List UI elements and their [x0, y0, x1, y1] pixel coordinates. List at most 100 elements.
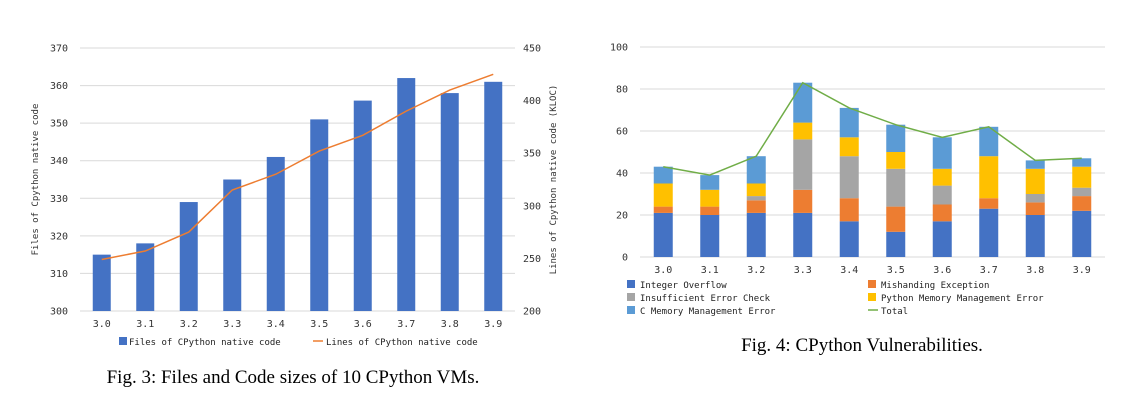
- x-tick-label: 3.4: [840, 265, 858, 276]
- stack-segment: [793, 212, 813, 257]
- files-bar: [266, 156, 285, 311]
- y-tick-label: 300: [50, 307, 68, 318]
- stack-segment: [1025, 194, 1045, 203]
- x-tick-label: 3.7: [980, 265, 998, 276]
- stack-segment: [746, 156, 766, 184]
- files-bar: [353, 100, 372, 311]
- x-tick-label: 3.1: [136, 319, 154, 330]
- x-tick-label: 3.6: [933, 265, 951, 276]
- x-tick-label: 3.3: [223, 319, 241, 330]
- y2-tick-label: 450: [523, 44, 541, 55]
- legend-label: Python Memory Management Error: [881, 294, 1044, 304]
- files-bar: [310, 119, 329, 311]
- y2-tick-label: 300: [523, 201, 541, 212]
- y-tick-label: 320: [50, 231, 68, 242]
- legend-label: Integer Overflow: [640, 281, 727, 291]
- legend-label: Total: [881, 307, 908, 317]
- stack-segment: [886, 206, 906, 232]
- vulnerabilities-chart: 0 20 40 60 80 100 3.0 3.1 3.2 3.3 3.4 3.5 3.6 3.7 3.8 3…: [610, 43, 1105, 356]
- y2-tick-label: 250: [523, 254, 541, 265]
- y2-tick-label: 200: [523, 307, 541, 318]
- stack-segment: [1025, 168, 1045, 194]
- y-tick-label: 340: [50, 156, 68, 167]
- y-tick-label: 80: [616, 85, 628, 96]
- stack-segment: [932, 221, 952, 257]
- stack-segment: [886, 152, 906, 169]
- stack-segment: [839, 221, 859, 257]
- figure-caption: Fig. 3: Files and Code sizes of 10 CPyth…: [107, 367, 480, 388]
- y-tick-label: 0: [622, 253, 628, 264]
- stack-segment: [1072, 210, 1092, 257]
- x-tick-label: 3.6: [354, 319, 372, 330]
- stack-segment: [746, 200, 766, 213]
- x-tick-label: 3.1: [701, 265, 719, 276]
- stack-segment: [746, 212, 766, 257]
- figure-caption: Fig. 4: CPython Vulnerabilities.: [741, 335, 983, 356]
- x-tick-label: 3.9: [484, 319, 502, 330]
- y-tick-label: 310: [50, 269, 68, 280]
- y-tick-label: 60: [616, 127, 628, 138]
- legend-label: C Memory Management Error: [640, 307, 776, 317]
- stack-segment: [1072, 166, 1092, 188]
- stack-segment: [932, 168, 952, 186]
- x-tick-label: 3.4: [267, 319, 285, 330]
- stack-segment: [700, 189, 720, 207]
- legend-label-files: Files of CPython native code: [129, 338, 281, 348]
- y2-tick-label: 350: [523, 149, 541, 160]
- stack-segment: [886, 168, 906, 207]
- y-tick-label: 370: [50, 44, 68, 55]
- y-tick-label: 360: [50, 81, 68, 92]
- stack-segment: [1025, 215, 1045, 257]
- stack-segment: [932, 204, 952, 222]
- stack-segment: [700, 215, 720, 257]
- x-tick-label: 3.5: [310, 319, 328, 330]
- y-tick-label: 330: [50, 194, 68, 205]
- files-bar: [179, 202, 198, 311]
- x-tick-label: 3.3: [794, 265, 812, 276]
- x-tick-label: 3.9: [1073, 265, 1091, 276]
- stack-segment: [886, 124, 906, 152]
- stack-segment: [1072, 158, 1092, 167]
- files-bar: [484, 81, 503, 311]
- stack-segment: [1072, 196, 1092, 211]
- stack-segment: [932, 185, 952, 205]
- stack-segment: [886, 231, 906, 257]
- legend-swatch: [627, 293, 635, 301]
- stack-segment: [746, 183, 766, 197]
- files-bar: [397, 78, 416, 311]
- y-tick-label: 100: [610, 43, 628, 54]
- stack-segment: [839, 198, 859, 222]
- stack-segment: [653, 212, 673, 257]
- stack-segment: [979, 208, 999, 257]
- stack-segment: [839, 137, 859, 157]
- stack-segment: [653, 183, 673, 207]
- stack-segment: [700, 175, 720, 190]
- legend-label: Insufficient Error Check: [640, 294, 771, 304]
- stack-segment: [839, 156, 859, 199]
- x-tick-label: 3.0: [93, 319, 111, 330]
- stack-segment: [1072, 187, 1092, 197]
- y-tick-label: 20: [616, 211, 628, 222]
- x-tick-label: 3.0: [654, 265, 672, 276]
- files-bar: [136, 243, 155, 311]
- y-tick-label: 40: [616, 169, 628, 180]
- files-bar: [223, 179, 242, 311]
- files-bar: [440, 93, 459, 311]
- lines-series-line: [101, 73, 494, 261]
- y2-axis-label: Lines of Cpython native code (KLOC): [549, 85, 559, 275]
- y2-tick-label: 400: [523, 96, 541, 107]
- x-tick-label: 3.2: [180, 319, 198, 330]
- stack-segment: [979, 198, 999, 209]
- stack-segment: [653, 166, 673, 184]
- stack-segment: [839, 107, 859, 138]
- x-tick-label: 3.2: [747, 265, 765, 276]
- stack-segment: [932, 137, 952, 169]
- legend-label-lines: Lines of CPython native code: [326, 338, 478, 348]
- y-axis-label: Files of Cpython native code: [31, 104, 41, 256]
- stack-segment: [793, 189, 813, 213]
- stack-segment: [979, 126, 999, 157]
- x-tick-label: 3.7: [397, 319, 415, 330]
- stack-segment: [653, 206, 673, 213]
